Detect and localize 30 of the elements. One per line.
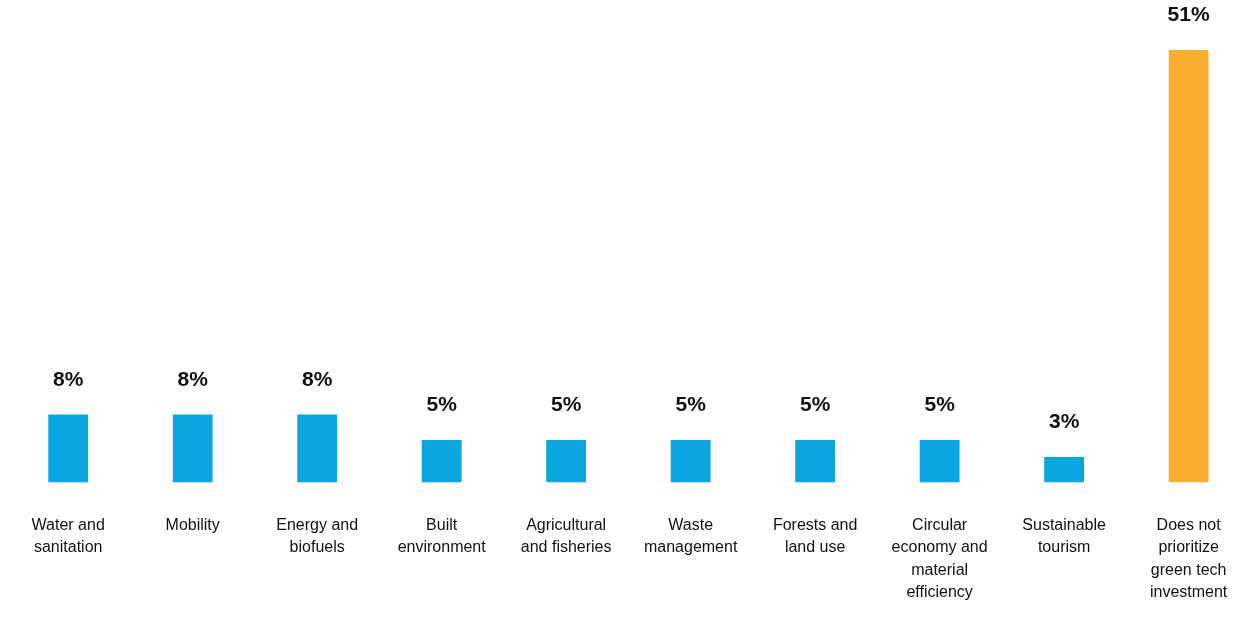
bar	[546, 440, 587, 483]
x-tick-label: Forests and land use	[772, 516, 858, 556]
bar	[297, 414, 338, 483]
x-tick-label: Waste management	[643, 516, 738, 556]
bar	[670, 440, 711, 483]
data-label: 8%	[177, 366, 209, 390]
data-label: 51%	[1167, 2, 1210, 26]
x-tick-label: Does not prioritize green tech investment	[1149, 516, 1228, 601]
data-label: 5%	[550, 392, 582, 416]
x-tick-label: Water and sanitation	[31, 516, 105, 556]
data-label: 8%	[53, 366, 84, 390]
x-tick-label: Agricultural and fisheries	[520, 516, 612, 556]
bar	[48, 414, 89, 483]
x-tick-label: Circular economy and material efficiency	[891, 516, 988, 601]
bar	[1044, 456, 1085, 483]
data-label: 5%	[924, 392, 956, 416]
data-label: 5%	[426, 392, 458, 416]
data-label: 8%	[302, 366, 333, 390]
x-tick-label: Sustainable tourism	[1022, 516, 1107, 556]
bar	[172, 414, 213, 483]
x-tick-label: Built environment	[397, 516, 487, 556]
x-tick-label: Energy and biofuels	[276, 516, 359, 556]
data-label: 5%	[675, 392, 707, 416]
bar	[795, 440, 836, 483]
bar	[919, 440, 960, 483]
x-tick-label: Mobility	[165, 516, 220, 534]
bar	[421, 440, 462, 483]
data-label: 3%	[1048, 409, 1080, 433]
bar	[1168, 50, 1209, 483]
data-label: 5%	[799, 392, 831, 416]
